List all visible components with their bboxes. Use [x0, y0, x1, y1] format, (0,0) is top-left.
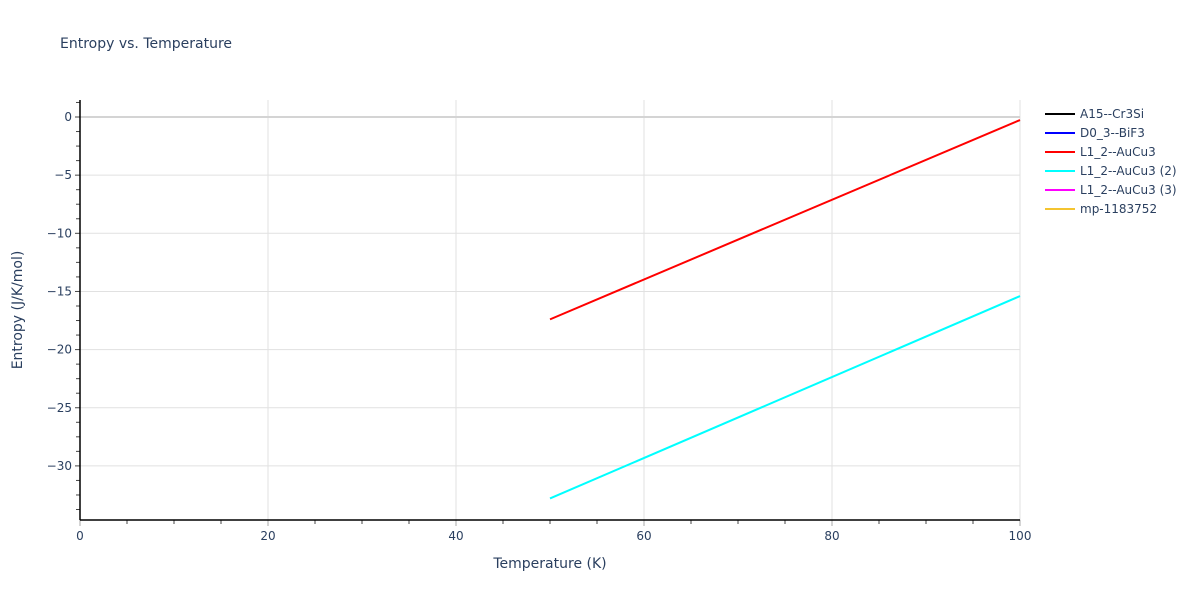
series-line[interactable] [549, 295, 1021, 500]
legend-item[interactable]: D0_3--BiF3 [1040, 123, 1177, 142]
y-tick-label: −30 [47, 459, 72, 473]
y-tick-label: −15 [47, 284, 72, 298]
gridlines [80, 100, 1021, 520]
legend-label: A15--Cr3Si [1080, 106, 1145, 121]
legend-line-icon [1045, 188, 1075, 191]
chart-title: Entropy vs. Temperature [60, 36, 233, 52]
y-tick-label: −25 [47, 401, 72, 415]
legend-item[interactable]: mp-1183752 [1040, 199, 1177, 218]
legend-item[interactable]: A15--Cr3Si [1040, 104, 1177, 123]
y-tick-label: −10 [47, 226, 72, 240]
x-tick-label: 0 [76, 529, 84, 543]
legend-line-icon [1045, 207, 1075, 210]
legend-label: L1_2--AuCu3 [1080, 144, 1156, 159]
x-tick-label: 20 [260, 529, 275, 543]
legend-item[interactable]: L1_2--AuCu3 (2) [1040, 161, 1177, 180]
legend-label: L1_2--AuCu3 (2) [1080, 163, 1177, 178]
x-axis-title: Temperature (K) [492, 556, 606, 572]
legend-line-icon [1045, 169, 1075, 172]
legend-item[interactable]: L1_2--AuCu3 (3) [1040, 180, 1177, 199]
legend: A15--Cr3Si D0_3--BiF3 L1_2--AuCu3 L1_2--AuC… [1040, 104, 1177, 218]
series-line[interactable] [549, 119, 1021, 321]
legend-label: mp-1183752 [1080, 201, 1158, 216]
y-tick-label: −20 [47, 343, 72, 357]
y-tick-label: −5 [54, 168, 72, 182]
legend-line-icon [1045, 150, 1075, 153]
data-series [549, 119, 1021, 500]
x-tick-label: 100 [1009, 529, 1032, 543]
legend-label: L1_2--AuCu3 (3) [1080, 182, 1177, 197]
legend-label: D0_3--BiF3 [1080, 125, 1145, 140]
y-axis-title: Entropy (J/K/mol) [10, 251, 26, 370]
legend-line-icon [1045, 131, 1075, 134]
axes: 0 20 40 60 80 100 0 −5 −10 −15 −20 −25 −30 [47, 100, 1032, 543]
y-tick-label: 0 [64, 110, 72, 124]
x-tick-label: 60 [636, 529, 651, 543]
x-tick-label: 40 [448, 529, 463, 543]
legend-item[interactable]: L1_2--AuCu3 [1040, 142, 1177, 161]
legend-line-icon [1045, 112, 1075, 115]
x-tick-label: 80 [824, 529, 839, 543]
